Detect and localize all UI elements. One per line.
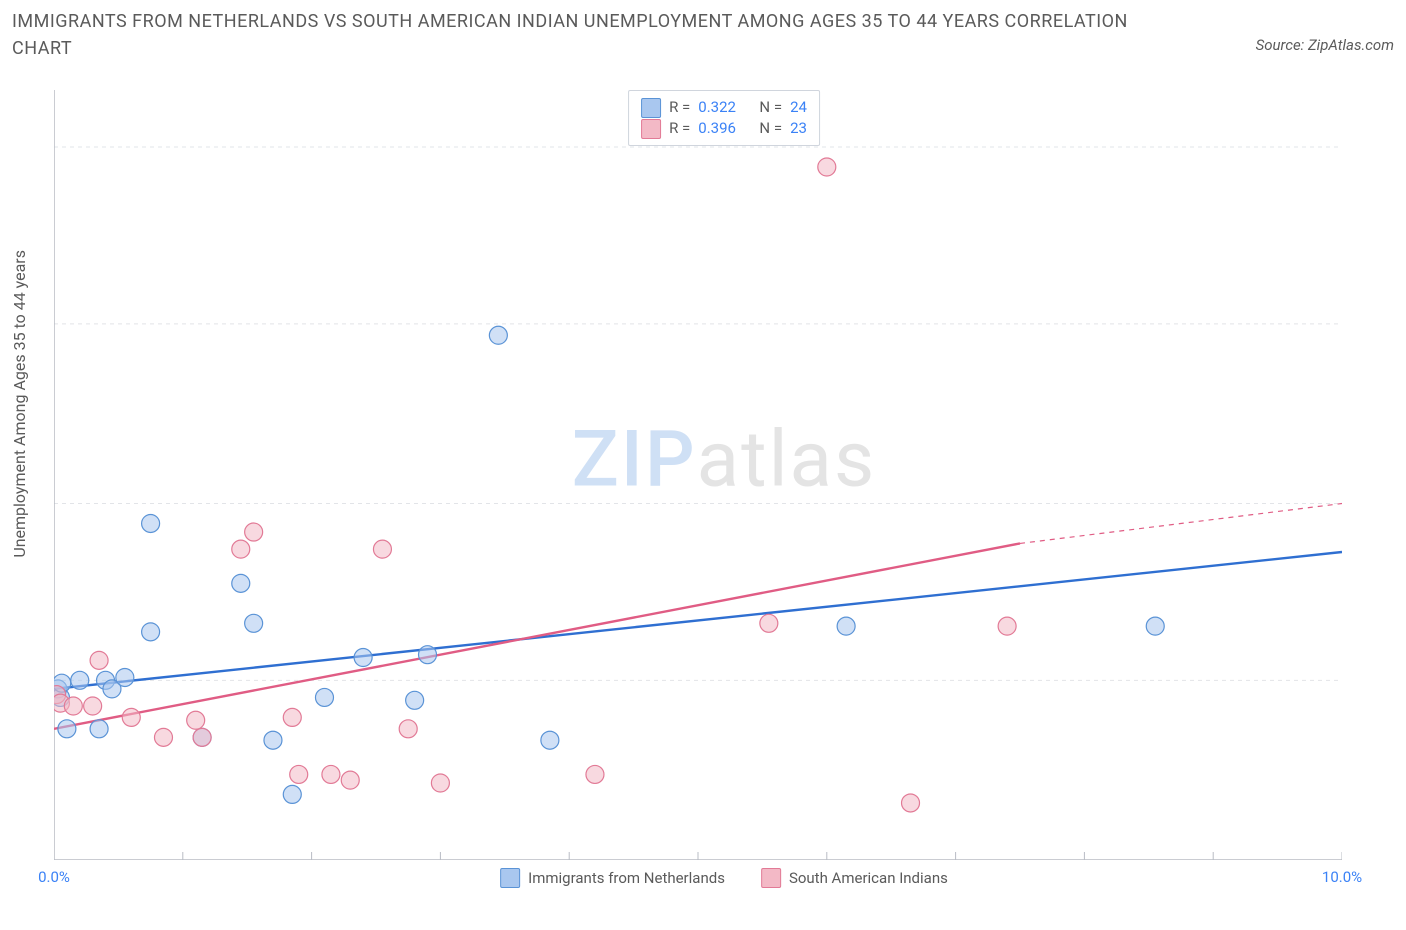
n-value-2: 23: [790, 118, 807, 139]
legend-label-2: South American Indians: [789, 869, 948, 887]
stats-legend: R = 0.322 N = 24 R = 0.396 N = 23: [628, 90, 820, 146]
stats-row-2: R = 0.396 N = 23: [641, 118, 807, 139]
series-legend: Immigrants from Netherlands South Americ…: [500, 868, 948, 888]
n-label: N =: [759, 118, 782, 139]
r-value-1: 0.322: [698, 97, 736, 118]
y-axis-title: Unemployment Among Ages 35 to 44 years: [10, 250, 29, 558]
r-value-2: 0.396: [698, 118, 736, 139]
chart-title: IMMIGRANTS FROM NETHERLANDS VS SOUTH AME…: [12, 8, 1132, 62]
x-tick-label: 10.0%: [1322, 868, 1362, 886]
swatch-series-2: [641, 119, 661, 139]
stats-row-1: R = 0.322 N = 24: [641, 97, 807, 118]
n-label: N =: [759, 97, 782, 118]
swatch-series-1: [641, 98, 661, 118]
legend-label-1: Immigrants from Netherlands: [528, 869, 725, 887]
swatch-series-1: [500, 868, 520, 888]
source-attribution: Source: ZipAtlas.com: [1256, 36, 1394, 54]
legend-item-2: South American Indians: [761, 868, 948, 888]
n-value-1: 24: [790, 97, 807, 118]
swatch-series-2: [761, 868, 781, 888]
r-label: R =: [669, 97, 690, 118]
scatter-chart: [54, 90, 1342, 860]
x-tick-label: 0.0%: [38, 868, 70, 886]
r-label: R =: [669, 118, 690, 139]
legend-item-1: Immigrants from Netherlands: [500, 868, 725, 888]
plot-area: Unemployment Among Ages 35 to 44 years Z…: [54, 90, 1394, 860]
